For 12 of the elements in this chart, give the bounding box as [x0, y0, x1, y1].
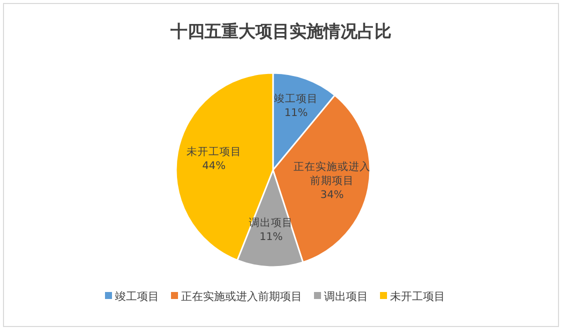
slice-label: 正在实施或进入前期项目	[292, 160, 372, 188]
data-label: 11%	[258, 230, 284, 244]
data-label: 11%	[283, 106, 309, 120]
legend-label: 竣工项目	[115, 290, 159, 303]
slice-label: 未开工项目	[185, 144, 242, 159]
data-label: 44%	[201, 158, 227, 173]
data-label: 34%	[319, 188, 345, 202]
legend-label: 调出项目	[324, 290, 368, 303]
legend-label: 未开工项目	[390, 290, 445, 303]
legend-label: 正在实施或进入前期项目	[181, 290, 302, 303]
chart-title: 十四五重大项目实施情况占比	[170, 22, 392, 42]
slice-label: 竣工项目	[273, 92, 319, 106]
